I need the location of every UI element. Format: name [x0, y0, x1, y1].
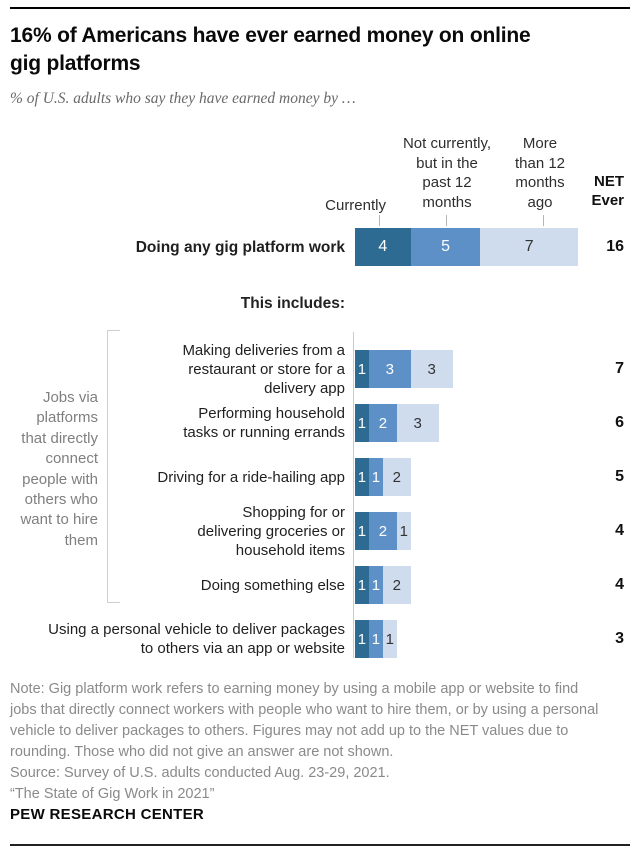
bar-segment-more-than-12-months-ago: 1	[382, 620, 397, 658]
bar-segment-more-than-12-months-ago: 3	[396, 404, 439, 442]
segment-value: 3	[385, 360, 395, 378]
bar-segment-more-than-12-months-ago: 7	[480, 228, 579, 266]
net-value: 5	[615, 468, 624, 485]
top-rule	[10, 7, 630, 9]
segment-value: 2	[392, 576, 401, 594]
this-includes-label: This includes:	[240, 295, 345, 312]
net-value: 7	[615, 360, 624, 377]
segment-value: 2	[392, 468, 401, 486]
header-tick	[543, 215, 544, 226]
net-value: 3	[615, 630, 624, 647]
segment-value: 1	[357, 360, 367, 378]
segment-value: 1	[357, 468, 367, 486]
bar-segment-more-than-12-months-ago: 2	[382, 458, 411, 496]
bottom-rule	[10, 844, 630, 846]
segment-value: 1	[371, 630, 381, 648]
column-header-net-ever: NET Ever	[591, 173, 624, 209]
row-label: Shopping for or delivering groceries or …	[197, 503, 345, 559]
net-value: 4	[615, 576, 624, 593]
segment-value: 5	[441, 238, 451, 255]
column-header-past-12-months: Not currently, but in the past 12 months	[402, 135, 492, 211]
bar-segment-past-12-months: 5	[410, 228, 481, 266]
bar-segment-currently: 1	[355, 512, 369, 550]
row-label: Doing any gig platform work	[135, 238, 345, 256]
net-value: 4	[615, 522, 624, 539]
bar-segment-more-than-12-months-ago: 3	[410, 350, 453, 388]
segment-value: 1	[357, 630, 367, 648]
bar-segment-more-than-12-months-ago: 2	[382, 566, 411, 604]
bar-segment-past-12-months: 1	[368, 620, 383, 658]
net-value: 6	[615, 414, 624, 431]
segment-value: 1	[399, 522, 408, 540]
row-label: Using a personal vehicle to deliver pack…	[48, 621, 345, 657]
segment-value: 1	[371, 468, 381, 486]
bar-segment-currently: 1	[355, 458, 369, 496]
segment-value: 1	[371, 576, 381, 594]
row-label: Performing household tasks or running er…	[183, 405, 345, 441]
group-label: Jobs via platforms that directly connect…	[20, 389, 98, 549]
bar-segment-past-12-months: 2	[368, 404, 397, 442]
row-label: Doing something else	[200, 576, 345, 594]
segment-value: 1	[357, 576, 367, 594]
bar-segment-past-12-months: 3	[368, 350, 411, 388]
row-label: Driving for a ride-hailing app	[157, 468, 345, 486]
bar-axis-line	[353, 332, 354, 658]
segment-value: 1	[385, 630, 395, 648]
segment-value: 7	[524, 238, 534, 255]
bar-segment-past-12-months: 1	[368, 458, 383, 496]
segment-value: 2	[378, 522, 388, 540]
bar-segment-currently: 1	[355, 566, 369, 604]
segment-value: 4	[378, 238, 388, 255]
header-tick	[379, 215, 380, 226]
chart-subtitle: % of U.S. adults who say they have earne…	[10, 90, 356, 107]
segment-value: 1	[357, 522, 367, 540]
bar-segment-past-12-months: 2	[368, 512, 397, 550]
segment-value: 1	[357, 414, 367, 432]
bar-segment-more-than-12-months-ago: 1	[396, 512, 411, 550]
column-header-more-than-12-months: More than 12 months ago	[514, 135, 566, 211]
header-tick	[446, 215, 447, 226]
bar-segment-currently: 1	[355, 620, 369, 658]
brand-label: PEW RESEARCH CENTER	[10, 806, 205, 823]
bar-segment-currently: 1	[355, 350, 369, 388]
chart-notes: Note: Gig platform work refers to earnin…	[10, 681, 599, 802]
page-title: 16% of Americans have ever earned money …	[10, 24, 531, 75]
row-label: Making deliveries from a restaurant or s…	[182, 341, 345, 397]
segment-value: 2	[378, 414, 388, 432]
segment-value: 3	[413, 414, 422, 432]
column-header-currently: Currently	[325, 197, 386, 214]
net-value: 16	[606, 238, 624, 255]
segment-value: 3	[427, 360, 436, 378]
bar-segment-currently: 4	[355, 228, 411, 266]
bar-segment-currently: 1	[355, 404, 369, 442]
bar-segment-past-12-months: 1	[368, 566, 383, 604]
group-bracket	[107, 330, 120, 603]
